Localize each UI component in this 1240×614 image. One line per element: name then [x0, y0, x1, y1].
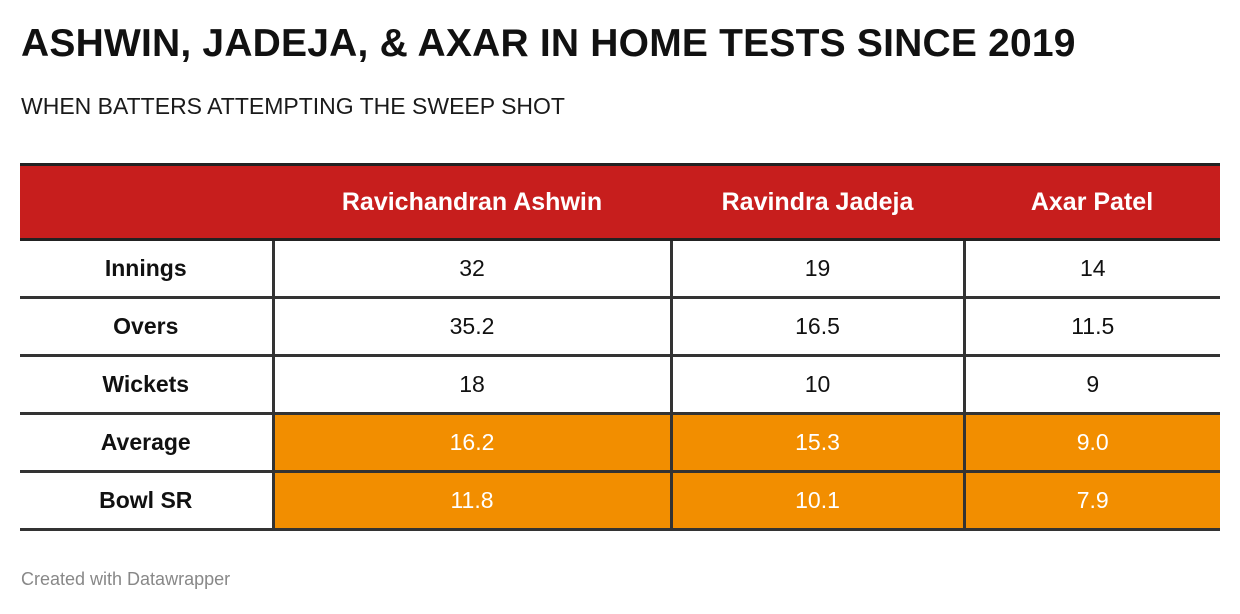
- table-row-overs: Overs 35.2 16.5 11.5: [20, 297, 1220, 357]
- row-label: Bowl SR: [20, 471, 273, 531]
- table-cell: 32: [271, 239, 671, 299]
- table-cell-highlighted: 15.3: [669, 413, 964, 473]
- table-cell-highlighted: 10.1: [669, 471, 964, 531]
- chart-title: ASHWIN, JADEJA, & AXAR IN HOME TESTS SIN…: [21, 22, 1076, 65]
- table-cell: 16.5: [669, 297, 964, 357]
- stats-table-container: Ravichandran Ashwin Ravindra Jadeja Axar…: [20, 163, 1220, 531]
- table-cell: 14: [962, 239, 1220, 299]
- row-label: Average: [20, 413, 273, 473]
- table-cell-highlighted: 9.0: [962, 413, 1220, 473]
- table-cell-highlighted: 16.2: [271, 413, 671, 473]
- chart-subtitle: WHEN BATTERS ATTEMPTING THE SWEEP SHOT: [21, 93, 565, 119]
- column-header-ashwin: Ravichandran Ashwin: [273, 163, 671, 241]
- table-header: Ravichandran Ashwin Ravindra Jadeja Axar…: [20, 163, 1220, 241]
- stats-table: Ravichandran Ashwin Ravindra Jadeja Axar…: [20, 163, 1220, 531]
- row-label: Wickets: [20, 355, 273, 415]
- row-label: Innings: [20, 239, 273, 299]
- table-row-wickets: Wickets 18 10 9: [20, 355, 1220, 415]
- column-header-empty: [20, 163, 273, 241]
- column-header-axar: Axar Patel: [964, 163, 1220, 241]
- table-row-innings: Innings 32 19 14: [20, 239, 1220, 299]
- table-cell-highlighted: 11.8: [271, 471, 671, 531]
- header-row: Ravichandran Ashwin Ravindra Jadeja Axar…: [20, 163, 1220, 241]
- row-label: Overs: [20, 297, 273, 357]
- table-cell: 35.2: [271, 297, 671, 357]
- table-cell: 18: [271, 355, 671, 415]
- table-row-average: Average 16.2 15.3 9.0: [20, 413, 1220, 473]
- table-body: Innings 32 19 14 Overs 35.2 16.5 11.5 Wi…: [20, 239, 1220, 531]
- footer-credit: Created with Datawrapper: [21, 569, 231, 589]
- column-header-jadeja: Ravindra Jadeja: [671, 163, 964, 241]
- table-cell-highlighted: 7.9: [962, 471, 1220, 531]
- table-row-bowl-sr: Bowl SR 11.8 10.1 7.9: [20, 471, 1220, 531]
- table-cell: 9: [962, 355, 1220, 415]
- table-cell: 11.5: [962, 297, 1220, 357]
- table-cell: 10: [669, 355, 964, 415]
- table-cell: 19: [669, 239, 964, 299]
